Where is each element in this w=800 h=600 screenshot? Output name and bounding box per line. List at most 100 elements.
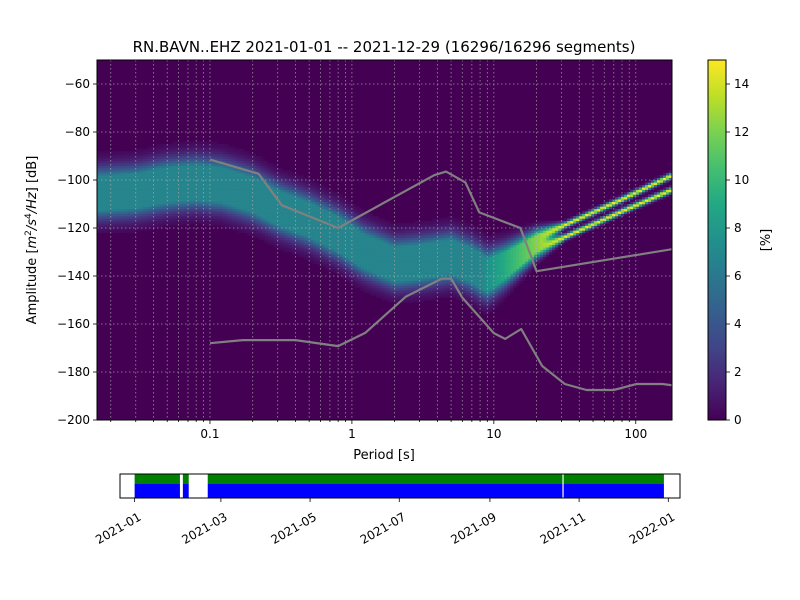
heatmap-cell [300, 223, 304, 226]
heatmap-cell [528, 268, 532, 272]
heatmap-cell [216, 182, 221, 186]
heatmap-cell [354, 220, 358, 224]
heatmap-cell [405, 225, 409, 229]
heatmap-cell [228, 204, 233, 207]
heatmap-cell [99, 213, 104, 217]
heatmap-cell [366, 230, 370, 234]
heatmap-cell [231, 168, 236, 171]
heatmap-cell [330, 218, 334, 222]
heatmap-cell [282, 192, 286, 195]
heatmap-cell [360, 242, 364, 246]
heatmap-cell [249, 165, 254, 169]
heatmap-cell [267, 232, 271, 236]
heatmap-cell [432, 285, 436, 289]
heatmap-cell [186, 204, 191, 207]
heatmap-cell [435, 285, 439, 289]
heatmap-cell [126, 153, 131, 157]
heatmap-cell [252, 223, 257, 226]
heatmap-cell [192, 160, 197, 164]
heatmap-cell [258, 168, 263, 171]
heatmap-cell [393, 228, 397, 231]
heatmap-cell [252, 158, 257, 162]
heatmap-cell [309, 242, 313, 246]
heatmap-cell [144, 211, 149, 214]
heatmap-cell [126, 220, 131, 224]
heatmap-cell [528, 247, 532, 250]
heatmap-cell [537, 232, 541, 236]
heatmap-cell [489, 278, 493, 282]
heatmap-cell [177, 175, 182, 178]
heatmap-cell [297, 182, 301, 186]
heatmap-cell [306, 189, 310, 193]
heatmap-cell [276, 170, 280, 174]
heatmap-cell [399, 273, 403, 277]
heatmap-cell [300, 249, 304, 253]
heatmap-cell [297, 247, 301, 250]
heatmap-cell [180, 168, 185, 171]
heatmap-cell [204, 184, 209, 188]
heatmap-cell [132, 151, 137, 154]
heatmap-cell [303, 211, 307, 214]
heatmap-cell [138, 213, 143, 217]
heatmap-cell [150, 208, 155, 212]
heatmap-cell [111, 204, 116, 207]
heatmap-cell [498, 242, 502, 246]
heatmap-cell [147, 228, 152, 231]
heatmap-cell [438, 220, 442, 224]
heatmap-cell [297, 235, 301, 238]
heatmap-cell [123, 153, 128, 157]
heatmap-cell [261, 211, 265, 214]
heatmap-cell [531, 247, 535, 250]
heatmap-cell [150, 216, 155, 219]
heatmap-cell [192, 196, 197, 200]
heatmap-cell [450, 256, 454, 260]
heatmap-cell [513, 285, 517, 289]
heatmap-cell [162, 189, 167, 193]
heatmap-cell [144, 165, 149, 169]
heatmap-cell [348, 211, 352, 214]
heatmap-cell [453, 252, 457, 255]
heatmap-cell [384, 256, 388, 260]
heatmap-cell [201, 153, 206, 157]
heatmap-cell [426, 264, 430, 267]
heatmap-cell [369, 237, 373, 241]
heatmap-cell [333, 237, 337, 241]
heatmap-cell [525, 271, 529, 274]
heatmap-cell [234, 168, 239, 171]
heatmap-cell [378, 268, 382, 272]
heatmap-cell [345, 273, 349, 277]
heatmap-cell [366, 283, 370, 286]
heatmap-cell [417, 271, 421, 274]
heatmap-cell [189, 196, 194, 200]
heatmap-cell [273, 235, 277, 238]
heatmap-cell [360, 232, 364, 236]
heatmap-cell [249, 199, 254, 202]
heatmap-cell [327, 261, 331, 265]
heatmap-cell [339, 268, 343, 272]
heatmap-cell [138, 177, 143, 181]
heatmap-cell [192, 180, 197, 183]
heatmap-cell [519, 261, 523, 265]
heatmap-cell [408, 247, 412, 250]
heatmap-cell [183, 182, 188, 186]
heatmap-cell [327, 201, 331, 205]
heatmap-cell [426, 278, 430, 282]
heatmap-cell [213, 211, 218, 214]
heatmap-cell [210, 177, 215, 181]
heatmap-cell [345, 216, 349, 219]
heatmap-cell [246, 180, 251, 183]
heatmap-cell [234, 148, 239, 152]
heatmap-cell [105, 151, 110, 154]
heatmap-cell [231, 199, 236, 202]
heatmap-cell [525, 240, 529, 243]
heatmap-cell [117, 228, 122, 231]
heatmap-cell [381, 256, 385, 260]
heatmap-cell [177, 163, 182, 166]
heatmap-cell [225, 168, 230, 171]
heatmap-cell [441, 292, 445, 296]
heatmap-cell [468, 273, 472, 277]
heatmap-cell [303, 218, 307, 222]
heatmap-cell [246, 172, 251, 176]
heatmap-cell [147, 192, 152, 195]
heatmap-cell [441, 259, 445, 262]
